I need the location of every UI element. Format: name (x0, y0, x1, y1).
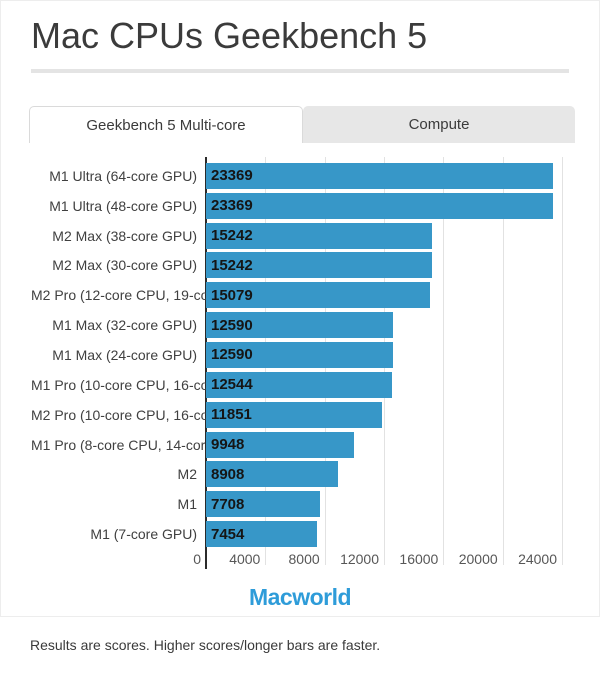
plot-cell: 12590 (206, 340, 562, 370)
bar-row: M2 Max (30-core GPU) 15242 (31, 251, 569, 281)
chart-widget: Mac CPUs Geekbench 5 Geekbench 5 Multi-c… (0, 0, 600, 617)
bar: 7454 (206, 521, 317, 548)
bar: 9948 (206, 431, 354, 458)
gridline (502, 157, 504, 565)
bar: 15079 (206, 282, 430, 309)
category-label: M1 Pro (8-core CPU, 14-cor... (31, 436, 206, 453)
plot-cell: 8908 (206, 459, 562, 489)
value-label: 7708 (211, 495, 245, 513)
x-axis-tick-label: 24000 (518, 550, 557, 567)
value-label: 23369 (211, 197, 253, 215)
category-label: M1 (177, 496, 197, 513)
bar-row: M1 Pro (10-core CPU, 16-co... 12544 (31, 370, 569, 400)
category-label: M2 Pro (12-core CPU, 19-co... (31, 287, 206, 304)
category-label: M1 Max (24-core GPU) (52, 346, 197, 363)
gridline (443, 157, 445, 565)
category-label: M1 Max (32-core GPU) (52, 317, 197, 334)
x-axis-tick-label: 16000 (399, 550, 439, 567)
value-label: 12544 (211, 376, 253, 394)
tab-label: Geekbench 5 Multi-core (86, 116, 246, 134)
x-axis-tick-row: 0 4000 8000 12000 16000 20000 24000 (193, 549, 562, 569)
bar-row: M1 Ultra (48-core GPU) 23369 (31, 191, 569, 221)
plot-cell: 15242 (206, 251, 562, 281)
value-label: 7454 (211, 525, 245, 543)
value-label: 12590 (211, 346, 253, 364)
category-label: M1 Pro (10-core CPU, 16-co... (31, 376, 206, 393)
bar-row: M1 Max (24-core GPU) 12590 (31, 340, 569, 370)
category-label: M2 (177, 466, 197, 483)
value-label: 11851 (211, 406, 252, 424)
bar-row: M1 (7-core GPU) 7454 (31, 519, 569, 549)
bar: 15242 (206, 222, 433, 249)
bar-row: M2 Pro (12-core CPU, 19-co... 15079 (31, 280, 569, 310)
category-label: M1 Ultra (48-core GPU) (49, 197, 197, 214)
bar-row: M1 Pro (8-core CPU, 14-cor... 9948 (31, 430, 569, 460)
bar: 8908 (206, 461, 339, 488)
tab-label: Compute (408, 116, 470, 133)
plot-cell: 15079 (206, 280, 562, 310)
bar-row: M2 Max (38-core GPU) 15242 (31, 221, 569, 251)
category-label: M2 Max (38-core GPU) (52, 227, 197, 244)
category-label: M1 (7-core GPU) (90, 526, 197, 543)
plot-cell: 15242 (206, 221, 562, 251)
bar-rows: M1 Ultra (64-core GPU) 23369 M1 Ultra (48-… (31, 157, 569, 549)
x-axis-tick-label: 8000 (288, 550, 320, 567)
category-label: M2 Pro (10-core CPU, 16-co... (31, 406, 206, 423)
tab-bar: Geekbench 5 Multi-core Compute (29, 106, 575, 143)
bar-row: M1 Max (32-core GPU) 12590 (31, 310, 569, 340)
bar-chart: M1 Ultra (64-core GPU) 23369 M1 Ultra (48-… (31, 157, 569, 569)
title-divider (31, 69, 569, 73)
bar-row: M1 Ultra (64-core GPU) 23369 (31, 161, 569, 191)
plot-cell: 12544 (206, 370, 562, 400)
bar-row: M2 Pro (10-core CPU, 16-co... 11851 (31, 400, 569, 430)
bar: 12544 (206, 371, 393, 398)
plot-cell: 23369 (206, 191, 562, 221)
x-axis-tick-label: 12000 (340, 550, 379, 567)
page-title: Mac CPUs Geekbench 5 (31, 15, 428, 56)
plot-cell: 9948 (206, 430, 562, 460)
plot-cell: 7708 (206, 489, 562, 519)
bar: 7708 (206, 491, 321, 518)
category-label: M2 Max (30-core GPU) (52, 257, 197, 274)
tab-compute[interactable]: Compute (303, 106, 575, 143)
plot-cell: 23369 (206, 161, 562, 191)
value-label: 8908 (211, 465, 245, 483)
value-label: 9948 (211, 436, 245, 454)
x-axis-tick-label: 20000 (458, 550, 498, 567)
value-label: 23369 (211, 167, 253, 185)
bar: 11851 (206, 401, 382, 428)
bar: 12590 (206, 312, 393, 339)
macworld-logo: Macworld (248, 583, 352, 610)
bar: 15242 (206, 252, 433, 279)
bar: 12590 (206, 341, 393, 368)
plot-cell: 12590 (206, 310, 562, 340)
value-label: 12590 (211, 316, 253, 334)
plot-cell: 11851 (206, 400, 562, 430)
value-label: 15242 (211, 227, 253, 245)
plot-cell: 7454 (206, 519, 562, 549)
tab-geekbench-multicore[interactable]: Geekbench 5 Multi-core (29, 106, 303, 143)
x-axis-tick-label: 0 (193, 550, 201, 567)
bar: 23369 (206, 162, 553, 189)
bar-row: M1 7708 (31, 489, 569, 519)
gridline (562, 157, 563, 565)
bar-row: M2 8908 (31, 459, 569, 489)
x-axis-tick-label: 4000 (229, 550, 261, 567)
category-label: M1 Ultra (64-core GPU) (49, 167, 197, 184)
chart-footnote: Results are scores. Higher scores/longer… (30, 637, 381, 653)
bar: 23369 (206, 192, 553, 219)
value-label: 15079 (211, 286, 253, 304)
value-label: 15242 (211, 256, 253, 274)
